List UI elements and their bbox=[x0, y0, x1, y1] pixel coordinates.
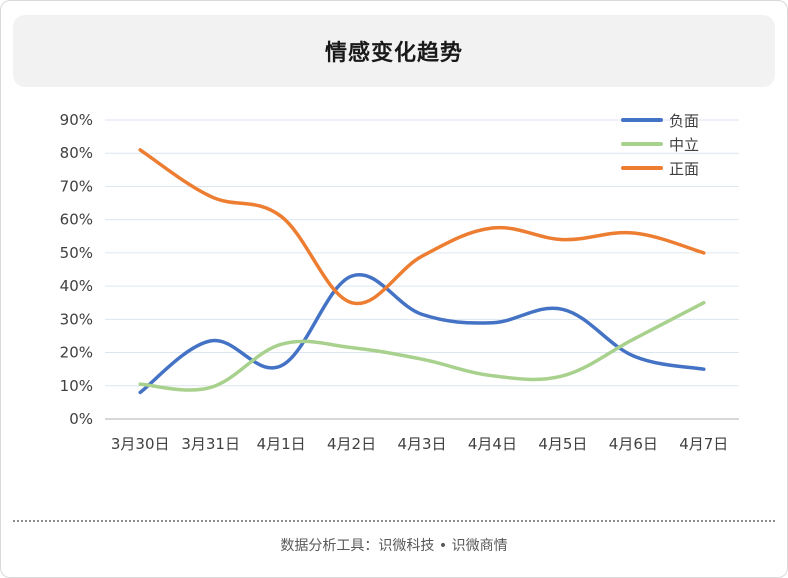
x-tick-label: 4月3日 bbox=[397, 435, 446, 453]
y-tick-label: 60% bbox=[60, 211, 93, 229]
footer-divider bbox=[13, 520, 775, 522]
legend-label: 负面 bbox=[669, 112, 699, 130]
y-tick-label: 20% bbox=[60, 344, 93, 362]
grid-lines bbox=[105, 119, 739, 420]
y-tick-label: 40% bbox=[60, 277, 93, 295]
x-tick-label: 4月1日 bbox=[257, 435, 306, 453]
legend-label: 中立 bbox=[669, 136, 699, 154]
y-tick-label: 10% bbox=[60, 377, 93, 395]
x-axis-ticks: 3月30日 3月31日 4月1日 4月2日 4月3日 4月4日 4月5日 4月6日 4月7日 bbox=[111, 435, 728, 453]
footer: 数据分析工具：识微科技 • 识微商情 bbox=[1, 535, 787, 555]
series-line-3 bbox=[138, 148, 706, 306]
x-tick-label: 4月7日 bbox=[679, 435, 728, 453]
series-lines bbox=[138, 148, 706, 395]
x-tick-label: 4月4日 bbox=[468, 435, 517, 453]
series-line-1 bbox=[138, 272, 706, 395]
x-tick-label: 4月5日 bbox=[538, 435, 587, 453]
x-tick-label: 3月31日 bbox=[181, 435, 240, 453]
line-chart: 0% 10% 20% 30% 40% 50% 60% 70% 80% 90% 3月30日 3月31日… bbox=[60, 111, 739, 453]
x-tick-label: 4月2日 bbox=[327, 435, 376, 453]
title-bar: 情感变化趋势 bbox=[13, 15, 775, 87]
footer-source-text: 数据分析工具：识微科技 • 识微商情 bbox=[280, 538, 508, 554]
legend-label: 正面 bbox=[669, 160, 699, 178]
y-tick-label: 0% bbox=[69, 410, 93, 428]
y-tick-label: 80% bbox=[60, 144, 93, 162]
x-tick-label: 3月30日 bbox=[111, 435, 170, 453]
y-tick-label: 70% bbox=[60, 177, 93, 195]
y-tick-label: 50% bbox=[60, 244, 93, 262]
y-axis-ticks: 0% 10% 20% 30% 40% 50% 60% 70% 80% 90% bbox=[60, 111, 93, 428]
y-tick-label: 30% bbox=[60, 310, 93, 328]
series-line-2 bbox=[138, 300, 706, 392]
x-tick-label: 4月6日 bbox=[609, 435, 658, 453]
y-tick-label: 90% bbox=[60, 111, 93, 129]
chart-title: 情感变化趋势 bbox=[324, 41, 463, 66]
